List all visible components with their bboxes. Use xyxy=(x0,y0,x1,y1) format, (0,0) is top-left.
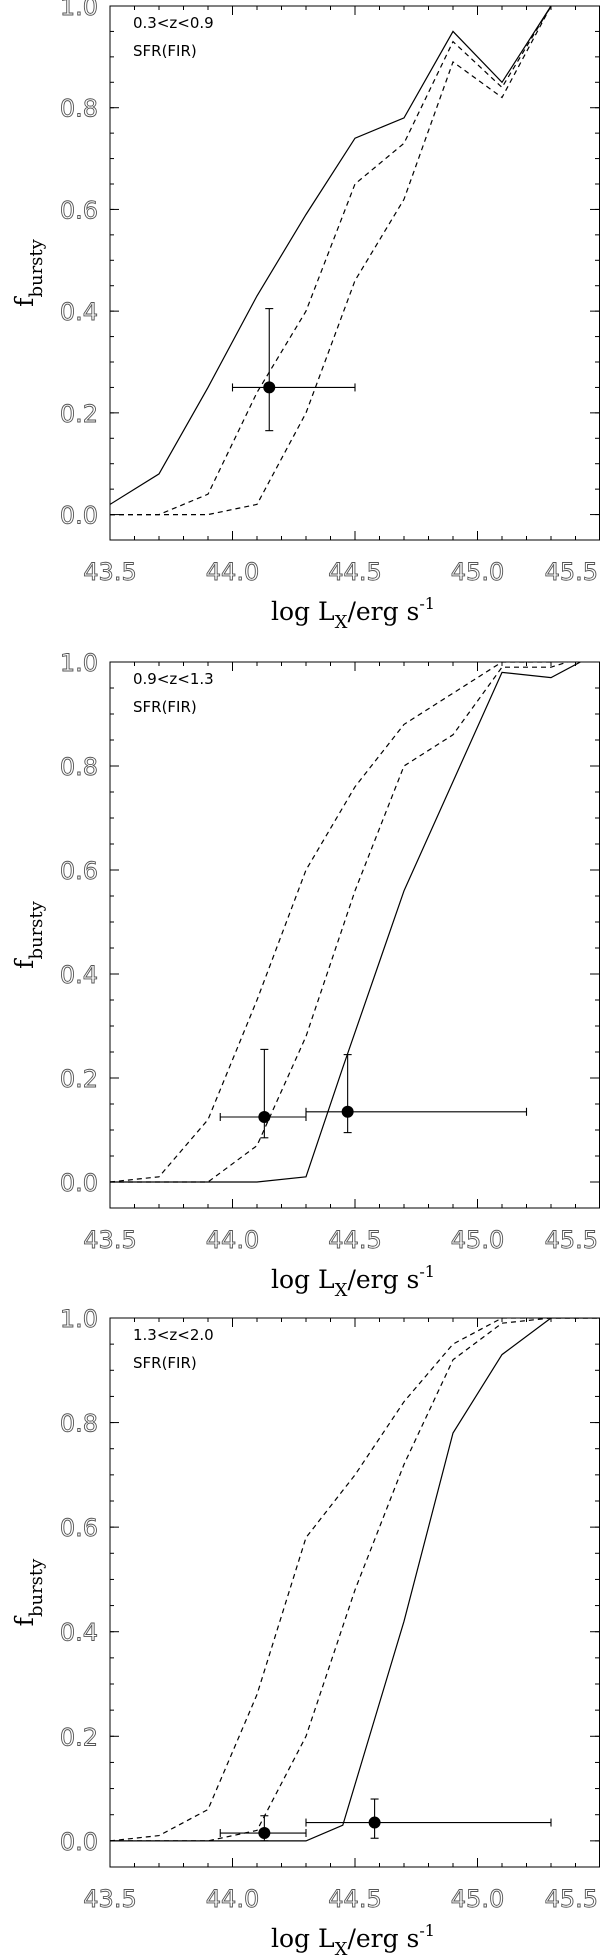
y-tick-label: 1.0 xyxy=(60,0,98,21)
y-tick-label: 0.0 xyxy=(60,502,98,530)
y-tick-label: 0.8 xyxy=(60,95,98,123)
x-tick-label: 45.5 xyxy=(545,558,598,586)
panel-annotation: SFR(FIR) xyxy=(133,42,197,60)
series-line-3 xyxy=(110,6,552,516)
series-line-1 xyxy=(110,662,582,1183)
x-axis-label: log LX/erg s-1 xyxy=(271,1921,435,1959)
x-tick-label: 44.0 xyxy=(206,1885,259,1913)
x-tick-label: 45.0 xyxy=(451,1226,504,1254)
y-tick-label: 0.8 xyxy=(60,1410,98,1438)
plot-frame xyxy=(109,5,600,541)
x-tick-label: 44.0 xyxy=(206,558,259,586)
x-tick-label: 44.0 xyxy=(206,1226,259,1254)
x-axis-label: log LX/erg s-1 xyxy=(271,1262,435,1301)
x-tick-label: 45.0 xyxy=(451,558,504,586)
panel-annotation: SFR(FIR) xyxy=(133,1354,197,1372)
panel-annotation: 1.3<z<2.0 xyxy=(133,1326,214,1344)
data-point xyxy=(258,1111,271,1123)
x-tick-label: 45.0 xyxy=(451,1885,504,1913)
y-tick-label: 0.2 xyxy=(60,1065,98,1093)
panel-annotation: 0.3<z<0.9 xyxy=(133,14,214,32)
panel-annotation: 0.9<z<1.3 xyxy=(133,670,214,688)
y-tick-label: 0.2 xyxy=(60,1723,98,1751)
y-tick-label: 0.0 xyxy=(60,1169,98,1197)
x-tick-label: 44.5 xyxy=(328,558,381,586)
series-line-2 xyxy=(110,1318,600,1842)
x-tick-label: 43.5 xyxy=(83,1885,136,1913)
series-line-1 xyxy=(110,1318,600,1842)
x-tick-label: 45.5 xyxy=(545,1885,598,1913)
series-line-3 xyxy=(110,662,554,1183)
chart-panel-1: 43.5 44.0 44.5 45.0 45.5 0.0 0.2 0.4 0.6 0.8 1.0 0.… xyxy=(10,0,600,633)
series-line-2 xyxy=(110,662,570,1183)
data-point xyxy=(341,1105,354,1118)
series-line-1 xyxy=(110,6,552,505)
y-tick-label: 1.0 xyxy=(60,1305,98,1333)
y-tick-label: 0.6 xyxy=(60,1514,98,1542)
y-tick-label: 0.4 xyxy=(60,961,98,989)
x-tick-label: 44.5 xyxy=(328,1226,381,1254)
y-tick-label: 0.8 xyxy=(60,753,98,781)
x-tick-label: 44.5 xyxy=(328,1885,381,1913)
data-point xyxy=(263,381,276,394)
panel-annotation: SFR(FIR) xyxy=(133,698,197,716)
y-axis-label: fbursty xyxy=(10,1558,47,1626)
plot-frame xyxy=(109,661,600,1209)
y-tick-label: 1.0 xyxy=(60,649,98,677)
y-tick-label: 0.2 xyxy=(60,400,98,428)
x-axis-label: log LX/erg s-1 xyxy=(271,594,435,633)
y-tick-label: 0.6 xyxy=(60,857,98,885)
y-tick-label: 0.0 xyxy=(60,1828,98,1856)
x-tick-label: 45.5 xyxy=(545,1226,598,1254)
data-point xyxy=(258,1827,271,1840)
data-point xyxy=(368,1816,381,1829)
y-axis-label: fbursty xyxy=(10,900,47,968)
y-axis-label: fbursty xyxy=(10,238,47,306)
x-tick-label: 43.5 xyxy=(83,558,136,586)
series-line-2 xyxy=(110,6,552,516)
chart-panel-3: 43.5 44.0 44.5 45.0 45.5 0.0 0.2 0.4 0.6 0.8 1.0 1.… xyxy=(10,1305,600,1959)
x-tick-label: 43.5 xyxy=(83,1226,136,1254)
y-tick-label: 0.4 xyxy=(60,298,98,326)
series-line-3 xyxy=(110,1318,600,1842)
chart-panel-2: 43.5 44.0 44.5 45.0 45.5 0.0 0.2 0.4 0.6 0.8 1.0 0.… xyxy=(10,649,600,1301)
y-tick-label: 0.4 xyxy=(60,1619,98,1647)
y-tick-label: 0.6 xyxy=(60,196,98,224)
